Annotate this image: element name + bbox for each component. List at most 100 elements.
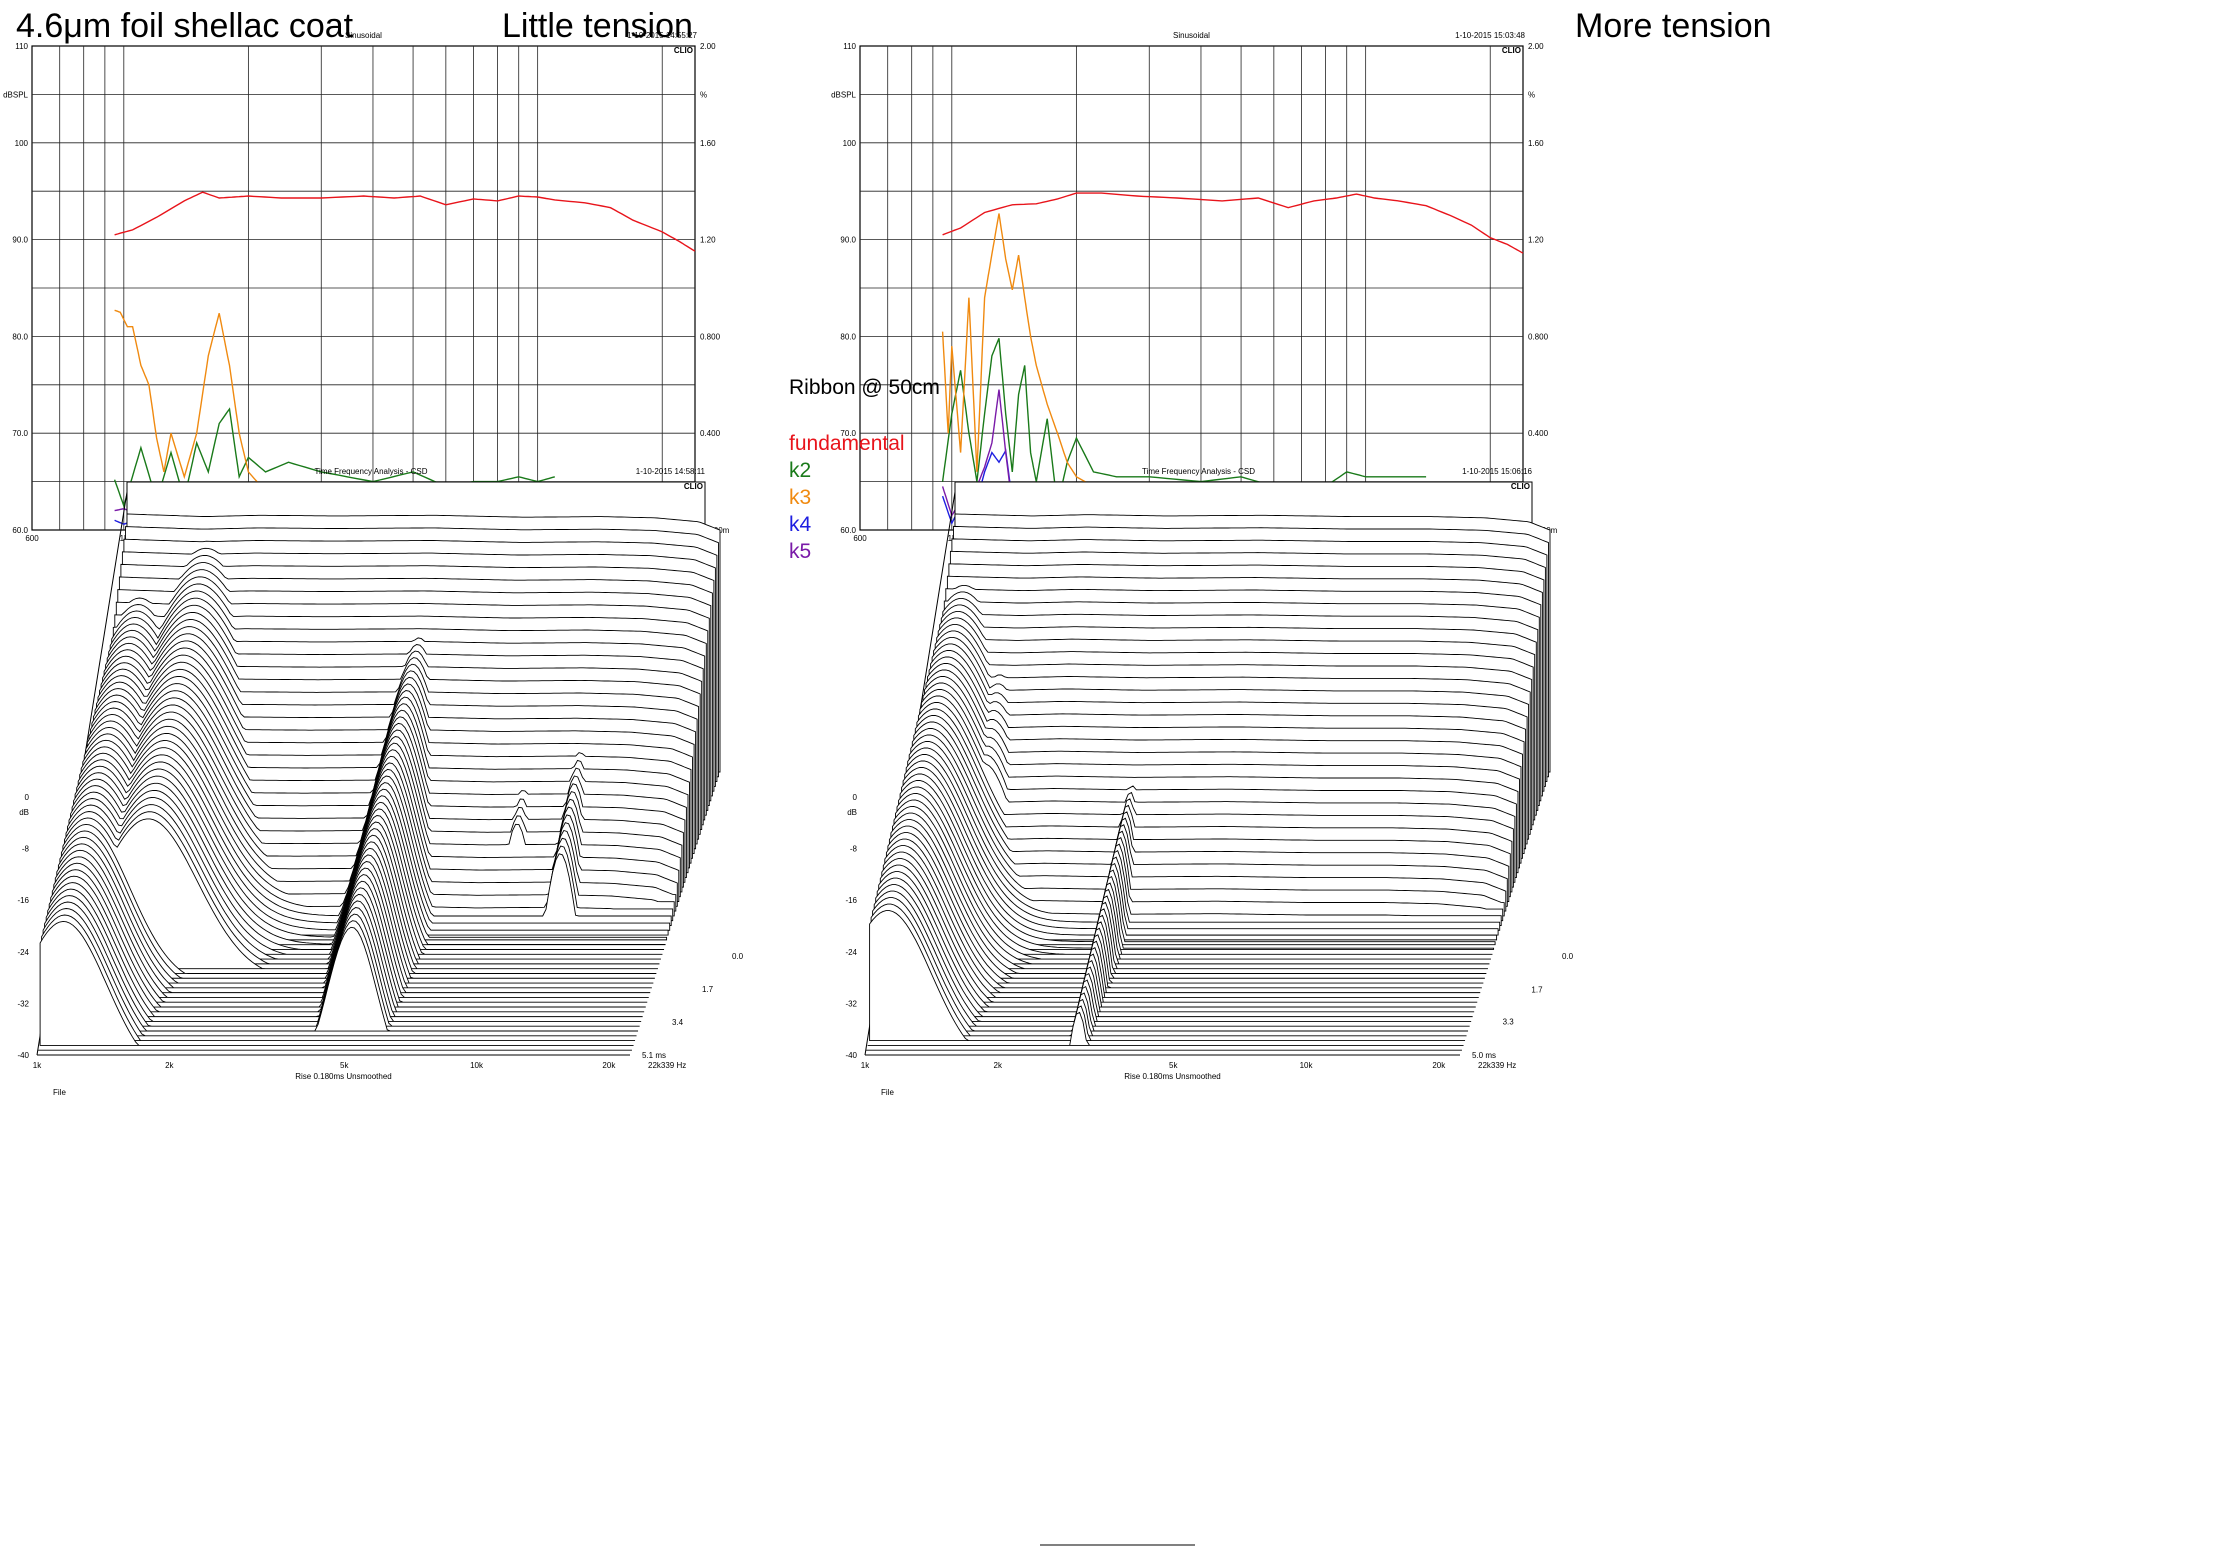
clio-logo: CLIO [684, 482, 703, 491]
time-tick-label: 0.0 [1562, 952, 1574, 961]
y-tick-label: 70.0 [12, 429, 28, 438]
y-right-tick-label: 0.400 [700, 429, 721, 438]
y-tick-label: 60.0 [840, 526, 856, 535]
x-tick-label: 1k [33, 1061, 42, 1070]
y-tick-label: -24 [17, 948, 29, 957]
y-right-tick-label: 0.400 [1528, 429, 1549, 438]
y-right-tick-label: 0.800 [1528, 332, 1549, 341]
y-right-axis-label: % [1528, 90, 1535, 99]
y-tick-label: 80.0 [12, 332, 28, 341]
time-tick-label: 1.7 [702, 985, 714, 994]
legend-entry-k4: k4 [789, 513, 812, 536]
csd-slice [44, 901, 639, 1032]
y-right-tick-label: 1.20 [1528, 236, 1544, 245]
sinusoidal-chart-little-tension: Sinusoidal 1-10-2015 14:55:27 CLIO dBSPL % 11… [3, 31, 730, 555]
little-tension-heading: Little tension [502, 7, 693, 45]
time-tick-label: 5.0 ms [1472, 1051, 1496, 1060]
y-right-tick-label: 2.00 [1528, 42, 1544, 51]
csd-slice [39, 920, 634, 1046]
y-tick-label: 100 [15, 139, 29, 148]
y-axis-label: dB [19, 808, 29, 817]
x-tick-label: 1k [861, 1061, 870, 1070]
chart-timestamp: 1-10-2015 15:06:16 [1462, 467, 1532, 476]
chart-footer: Rise 0.180ms Unsmoothed [1124, 1072, 1221, 1081]
csd-slice [913, 721, 1510, 902]
y-tick-label: 60.0 [12, 526, 28, 535]
sinusoidal-chart-more-tension: Sinusoidal 1-10-2015 15:03:48 CLIO dBSPL % 11… [831, 31, 1558, 555]
chart-title: Sinusoidal [345, 31, 382, 40]
chart-title: Time Frequency Analysis - CSD [314, 467, 427, 476]
y-tick-label: 80.0 [840, 332, 856, 341]
x-tick-label: 20k [602, 1061, 616, 1070]
x-tick-label: 600 [853, 534, 867, 543]
chart-title: Sinusoidal [1173, 31, 1210, 40]
y-tick-label: -16 [845, 896, 857, 905]
x-tick-label: 2k [165, 1061, 174, 1070]
legend-title: Ribbon @ 50cm [789, 376, 940, 399]
y-axis-label: dB [847, 808, 857, 817]
y-tick-label: -40 [845, 1051, 857, 1060]
csd-chart-more-tension: Time Frequency Analysis - CSD 1-10-2015 1… [845, 467, 1573, 1097]
y-axis-label: dBSPL [3, 90, 28, 99]
legend-entry-k3: k3 [789, 486, 811, 509]
legend-entry-fundamental: fundamental [789, 432, 905, 455]
y-tick-label: -8 [22, 845, 30, 854]
y-tick-label: -32 [17, 999, 29, 1008]
x-tick-label: 20k [1432, 1061, 1446, 1070]
file-label: File [881, 1088, 894, 1097]
y-tick-label: -40 [17, 1051, 29, 1060]
file-label: File [53, 1088, 66, 1097]
y-tick-label: 90.0 [840, 236, 856, 245]
x-tick-label: 2k [994, 1061, 1003, 1070]
chart-footer: Rise 0.180ms Unsmoothed [295, 1072, 392, 1081]
y-tick-label: 110 [843, 42, 856, 51]
y-tick-label: 110 [15, 42, 28, 51]
y-tick-label: 0 [25, 793, 30, 802]
time-tick-label: 0.0 [732, 952, 744, 961]
csd-chart-little-tension: Time Frequency Analysis - CSD 1-10-2015 1… [17, 467, 743, 1097]
y-right-tick-label: 2.00 [700, 42, 716, 51]
y-axis-label: dBSPL [831, 90, 856, 99]
y-right-axis-label: % [700, 90, 707, 99]
x-tick-label: 10k [470, 1061, 484, 1070]
time-tick-label: 5.1 ms [642, 1051, 666, 1060]
clio-logo: CLIO [1511, 482, 1530, 491]
x-end-label: 22k339 Hz [1478, 1061, 1516, 1070]
more-tension-heading: More tension [1575, 7, 1772, 45]
x-tick-label: 5k [340, 1061, 349, 1070]
x-tick-label: 5k [1169, 1061, 1178, 1070]
y-tick-label: -24 [845, 948, 857, 957]
x-tick-label: 600 [25, 534, 39, 543]
y-tick-label: 0 [853, 793, 858, 802]
clio-logo: CLIO [1502, 46, 1521, 55]
x-tick-label: 1k [120, 534, 129, 543]
x-end-label: 22k339 Hz [648, 1061, 686, 1070]
csd-slice [867, 1011, 1464, 1046]
y-right-tick-label: 1.20 [700, 236, 716, 245]
chart-timestamp: 1-10-2015 15:03:48 [1455, 31, 1525, 40]
clio-logo: CLIO [674, 46, 693, 55]
chart-timestamp: 1-10-2015 14:55:27 [627, 31, 697, 40]
time-tick-label: 3.4 [672, 1018, 684, 1027]
chart-timestamp: 1-10-2015 14:58:11 [636, 467, 706, 476]
time-tick-label: 1.7 [1531, 986, 1543, 995]
legend-entry-k5: k5 [789, 540, 811, 563]
y-right-tick-label: 0.800 [700, 332, 721, 341]
csd-slice [869, 910, 1466, 1042]
y-tick-label: 70.0 [840, 429, 856, 438]
y-tick-label: -32 [845, 999, 857, 1008]
series-legend: Ribbon @ 50cm fundamental k2 k3 k4 k5 [789, 376, 940, 563]
foil-heading: 4.6μm foil shellac coat [16, 7, 354, 45]
y-tick-label: 90.0 [12, 236, 28, 245]
y-right-tick-label: 1.60 [700, 139, 716, 148]
series-line-fundamental [114, 191, 696, 252]
y-right-tick-label: 1.60 [1528, 139, 1544, 148]
chart-title: Time Frequency Analysis - CSD [1142, 467, 1255, 476]
time-tick-label: 3.3 [1503, 1017, 1515, 1026]
y-tick-label: -16 [17, 896, 29, 905]
x-tick-label: 10k [1300, 1061, 1314, 1070]
y-tick-label: -8 [850, 845, 858, 854]
series-line-fundamental [942, 192, 1524, 254]
